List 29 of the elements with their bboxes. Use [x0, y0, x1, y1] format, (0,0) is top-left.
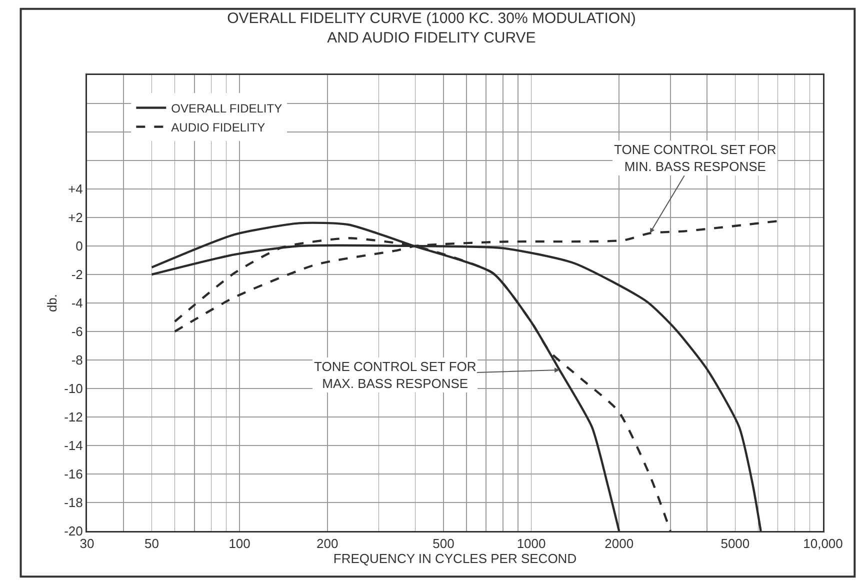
y-tick-label: -20 [64, 524, 83, 539]
y-tick-label: -10 [64, 381, 83, 396]
y-tick-label: +2 [68, 210, 83, 226]
annotation: TONE CONTROL SET FOR MAX. BASS RESPONSE [314, 359, 476, 391]
x-tick-label: 5000 [720, 536, 750, 552]
annotation: TONE CONTROL SET FOR MIN. BASS RESPONSE [614, 142, 776, 174]
chart-title: OVERALL FIDELITY CURVE (1000 KC. 30% MODULATION) AND AUDIO FIDELITY CURVE [227, 10, 636, 47]
y-axis-title: db. [44, 294, 60, 312]
y-tick-label: 0 [76, 238, 83, 254]
x-tick-label: 1000 [516, 536, 546, 552]
y-tick-label: -18 [64, 495, 83, 510]
x-tick-label: 200 [316, 536, 338, 552]
y-tick-label: -4 [71, 296, 83, 311]
y-tick-label: +4 [68, 182, 83, 197]
y-tick-label: -16 [64, 466, 83, 482]
y-tick-label: -2 [71, 267, 83, 282]
legend-label: OVERALL FIDELITY [171, 101, 282, 116]
x-tick-label: 30 [80, 536, 94, 552]
y-tick-label: -8 [71, 352, 83, 368]
x-axis-title: FREQUENCY IN CYCLES PER SECOND [333, 551, 577, 566]
y-tick-label: -14 [64, 438, 83, 454]
x-tick-label: 100 [228, 536, 250, 552]
x-tick-label: 2000 [604, 536, 634, 552]
y-tick-label: -6 [71, 324, 83, 340]
x-tick-label: 10,000 [803, 536, 843, 552]
x-tick-label: 500 [432, 536, 454, 552]
legend-label: AUDIO FIDELITY [171, 120, 266, 134]
y-tick-label: -12 [64, 410, 83, 425]
x-tick-label: 50 [144, 536, 159, 552]
